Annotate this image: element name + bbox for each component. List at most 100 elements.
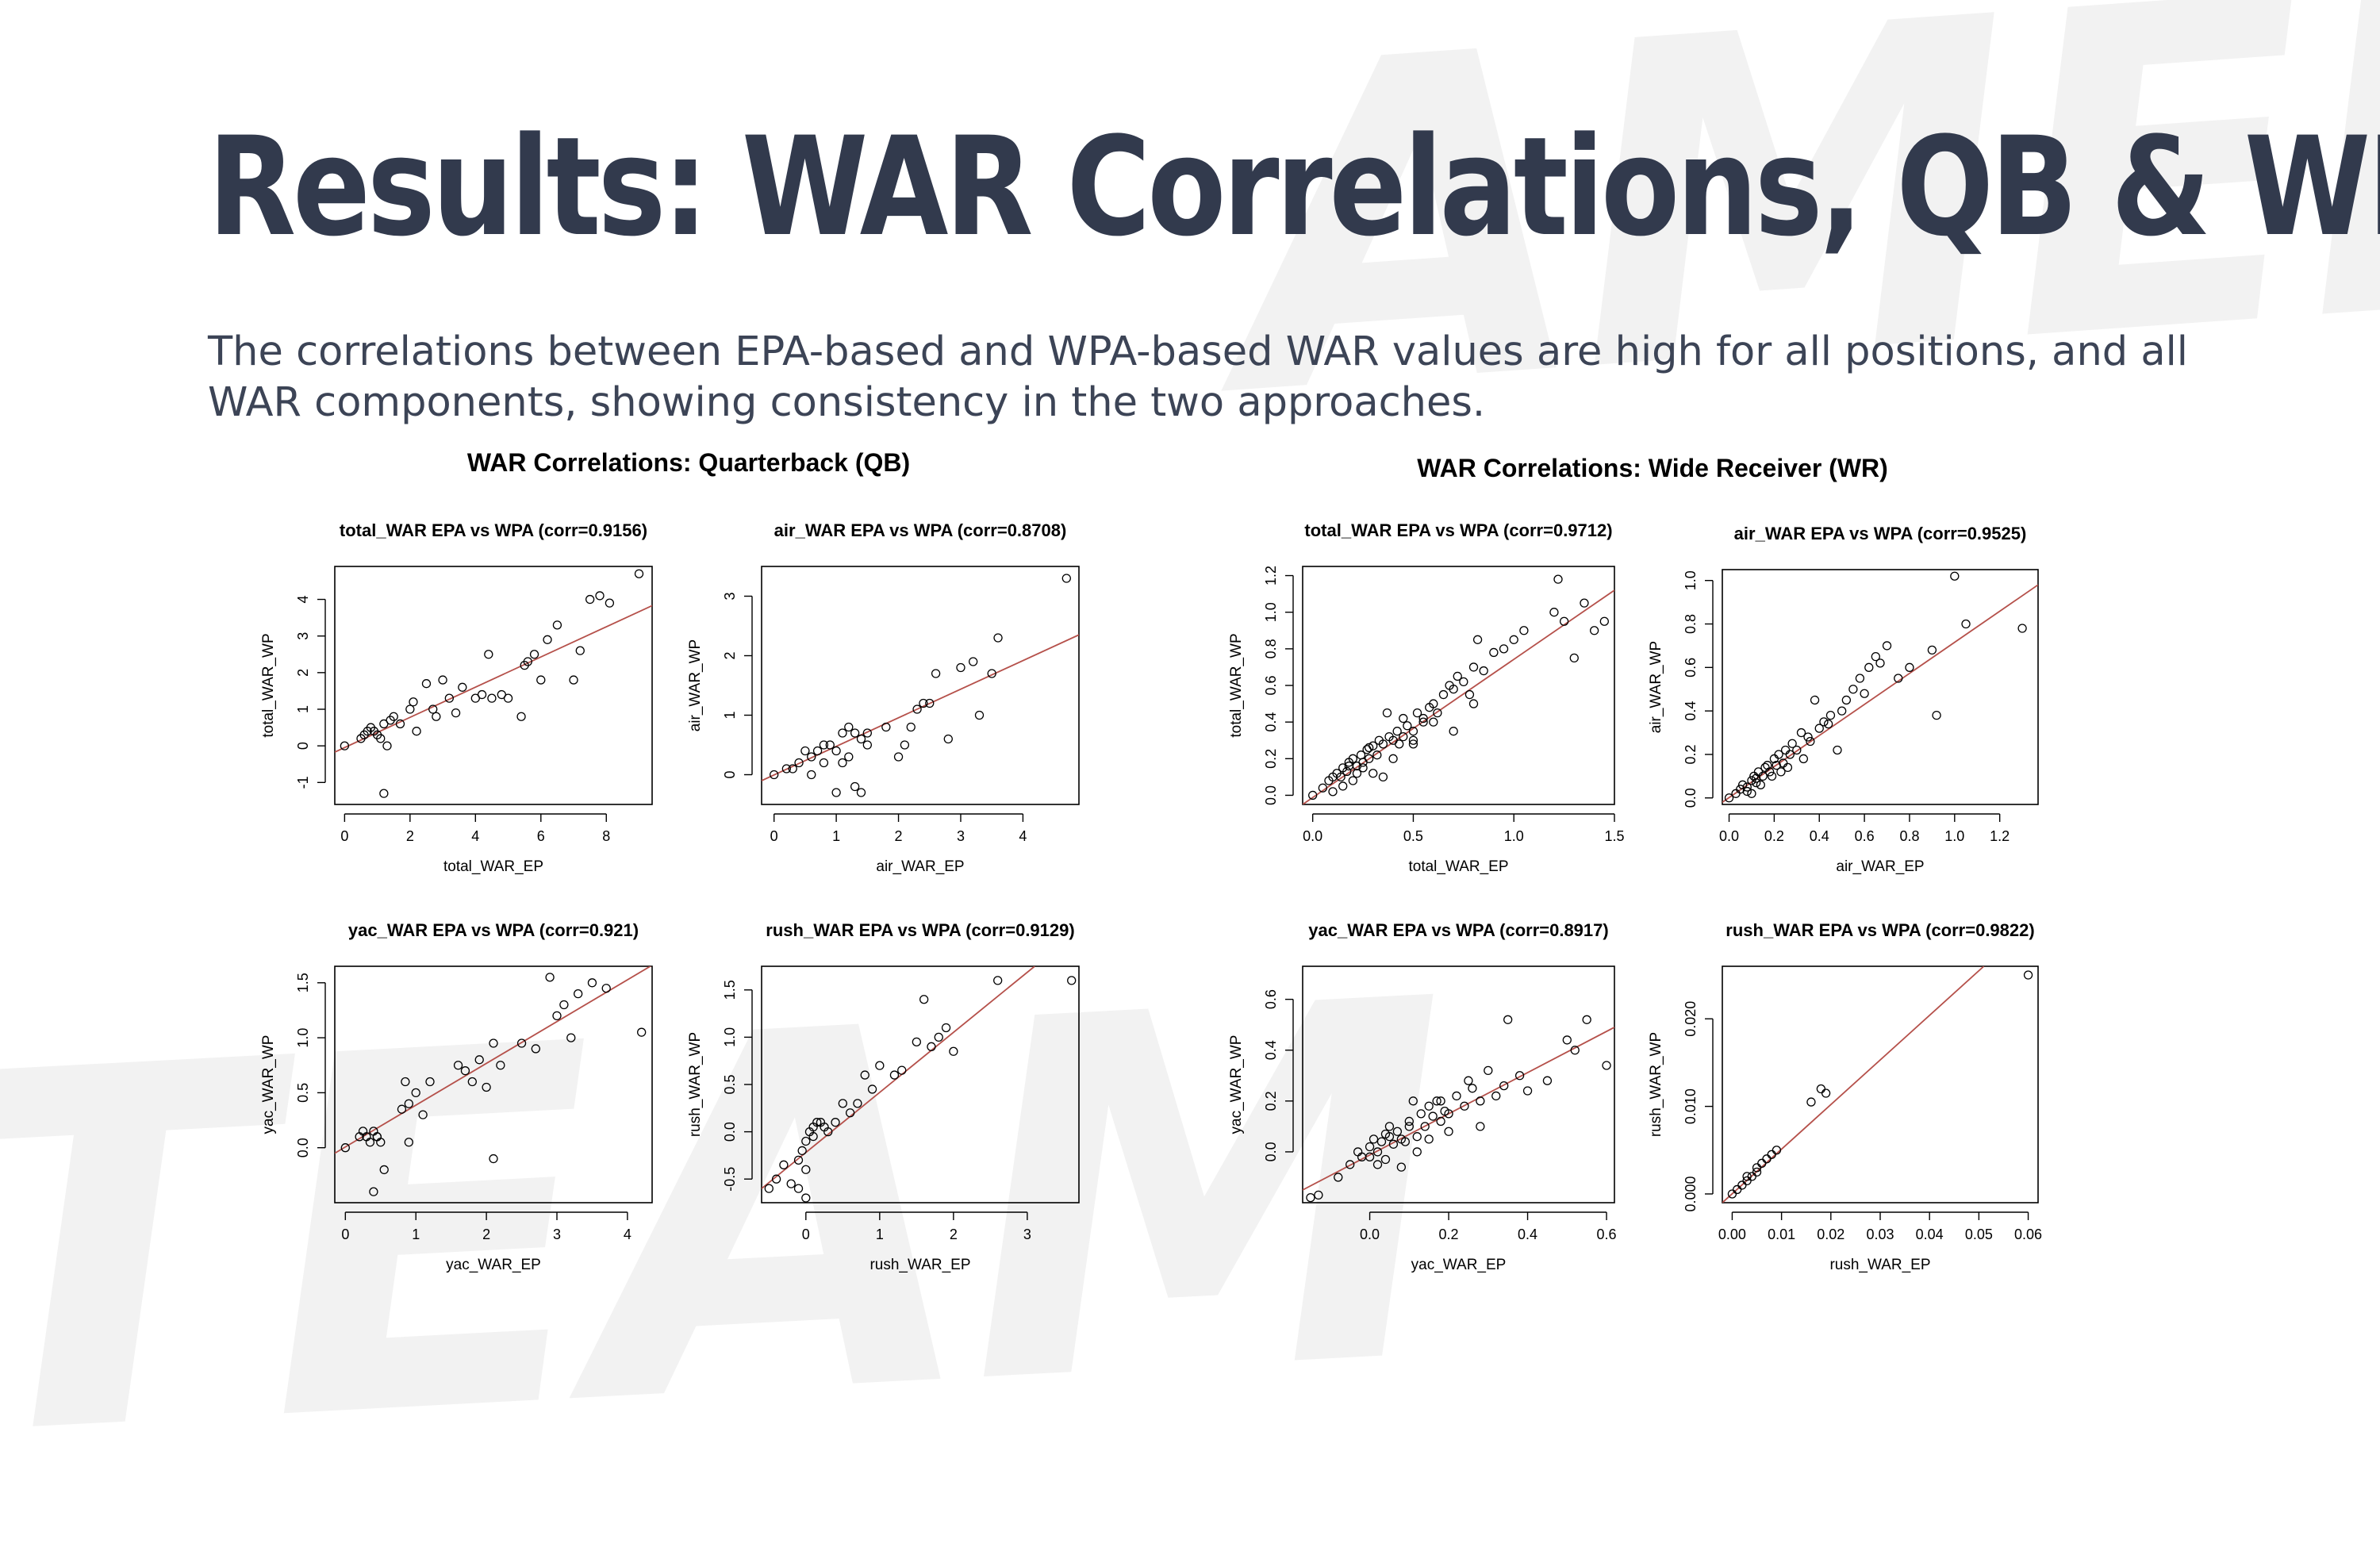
- scatter-point: [1358, 763, 1368, 773]
- x-tick-label: 0.01: [1768, 1226, 1795, 1242]
- scatter-point: [1837, 706, 1847, 716]
- scatter-point: [1503, 1015, 1513, 1024]
- scatter-point: [1814, 724, 1824, 733]
- scatter-point: [1549, 608, 1559, 617]
- scatter-point: [912, 704, 922, 714]
- x-tick-label: 6: [537, 828, 545, 844]
- scatter-point: [1396, 1162, 1407, 1172]
- scatter-point: [956, 662, 965, 673]
- scatter-point: [1484, 1065, 1493, 1076]
- scatter-point: [919, 698, 928, 708]
- scatter-point: [418, 1110, 428, 1119]
- scatter-point: [1468, 1084, 1477, 1093]
- y-tick-label: 1.5: [295, 973, 311, 992]
- x-tick-label: 0: [770, 828, 778, 844]
- y-tick-label: 3: [295, 632, 311, 640]
- scatter-point: [831, 1118, 840, 1127]
- scatter-point: [1418, 717, 1428, 727]
- y-tick-label: 1.0: [722, 1027, 738, 1047]
- scatter-point: [1365, 743, 1374, 753]
- scatter-point: [1757, 1158, 1767, 1168]
- scatter-point: [1436, 1096, 1445, 1106]
- scatter-point: [993, 633, 1003, 643]
- scatter-point: [1810, 695, 1820, 705]
- y-axis-label: yac_WAR_WP: [1228, 1035, 1245, 1134]
- scatter-point: [444, 693, 454, 703]
- scatter-point: [574, 989, 583, 999]
- scatter-point: [1362, 745, 1372, 754]
- y-tick-label: 1.0: [1263, 602, 1279, 622]
- plot-frame: [1302, 566, 1615, 805]
- scatter-point: [862, 728, 872, 738]
- fit-line: [335, 966, 652, 1154]
- scatter-point: [575, 646, 585, 655]
- y-tick-label: 0.5: [295, 1083, 311, 1103]
- scatter-point: [1424, 1134, 1434, 1144]
- y-axis-label: rush_WAR_WP: [687, 1032, 704, 1137]
- y-axis-label: air_WAR_WP: [1648, 641, 1664, 733]
- scatter-point: [1334, 1173, 1343, 1182]
- y-tick-label: 0.0: [1263, 785, 1279, 805]
- scatter-point: [831, 788, 841, 797]
- scatter-point: [1368, 769, 1378, 778]
- scatter-point: [432, 712, 441, 721]
- x-axis-label: total_WAR_EP: [443, 858, 543, 875]
- scatter-point: [438, 675, 447, 685]
- scatter-point: [801, 1136, 811, 1146]
- y-tick-label: 0.0: [722, 1122, 738, 1142]
- scatter-point: [1429, 717, 1438, 727]
- scatter-point: [1932, 710, 1941, 720]
- scatter-point: [1864, 662, 1874, 672]
- scatter-point: [1569, 653, 1579, 663]
- x-tick-label: 4: [471, 828, 479, 844]
- scatter-point: [844, 722, 854, 732]
- x-axis-label: rush_WAR_EP: [1829, 1257, 1930, 1273]
- scatter-point: [1352, 769, 1362, 778]
- y-tick-label: 0.020: [1683, 1001, 1699, 1037]
- scatter-point: [1848, 685, 1858, 694]
- scatter-point: [1821, 1088, 1831, 1098]
- scatter-point: [1742, 1172, 1752, 1181]
- scatter-point: [1580, 598, 1589, 608]
- scatter-point: [1950, 571, 1960, 581]
- scatter-point: [1742, 782, 1752, 792]
- scatter-point: [1408, 727, 1418, 736]
- scatter-point: [1428, 1111, 1438, 1121]
- x-tick-label: 3: [1023, 1226, 1031, 1242]
- slide-title: Results: WAR Correlations, QB & WR: [208, 107, 2380, 267]
- scatter-point: [1380, 1154, 1391, 1165]
- scatter-point: [1742, 786, 1752, 797]
- scatter-point: [1378, 739, 1388, 749]
- scatter-point: [1479, 666, 1488, 676]
- x-tick-label: 4: [1019, 828, 1027, 844]
- scatter-point: [1499, 644, 1509, 654]
- scatter-point: [934, 1032, 943, 1042]
- y-tick-label: 0.6: [1683, 658, 1699, 678]
- scatter-point: [770, 770, 779, 780]
- x-tick-label: 3: [553, 1226, 561, 1242]
- y-axis-label: yac_WAR_WP: [260, 1035, 277, 1134]
- scatter-point: [467, 1077, 477, 1087]
- scatter-point: [601, 984, 611, 993]
- scatter-point: [1747, 1172, 1756, 1181]
- scatter-point: [993, 976, 1003, 985]
- plot-title: yac_WAR EPA vs WPA (corr=0.8917): [1308, 920, 1608, 940]
- scatter-point: [1756, 780, 1765, 789]
- scatter-point: [987, 669, 996, 678]
- scatter-point: [1468, 699, 1479, 708]
- scatter-point: [484, 650, 493, 659]
- x-tick-label: 0.8: [1899, 828, 1919, 844]
- scatter-point: [819, 758, 829, 768]
- x-tick-label: 0.0: [1719, 828, 1739, 844]
- scatter-point: [850, 728, 860, 738]
- y-tick-label: 1: [722, 711, 738, 719]
- plot-frame: [1722, 569, 2039, 805]
- scatter-point: [404, 1138, 413, 1147]
- scatter-point: [1452, 1091, 1461, 1101]
- plot-frame: [761, 566, 1080, 805]
- x-tick-label: 0.4: [1810, 828, 1829, 844]
- scatter-point: [927, 1042, 936, 1051]
- scatter-point: [1460, 1101, 1469, 1111]
- scatter-point: [453, 1061, 463, 1070]
- x-tick-label: 0.0: [1303, 828, 1322, 844]
